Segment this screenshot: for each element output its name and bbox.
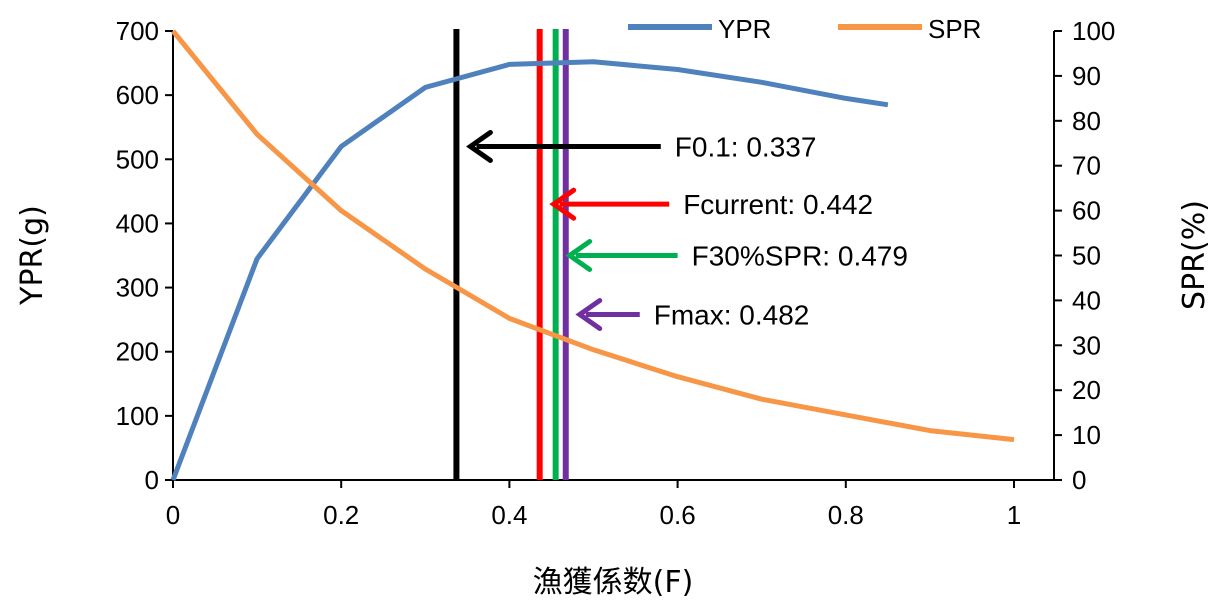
series-line-ypr	[170, 59, 889, 481]
label-f30-spr: F30%SPR: 0.479	[692, 241, 908, 272]
left-y-ticks: 0 100 200 300 400 500 600 700	[116, 16, 173, 495]
legend-ypr-label: YPR	[718, 14, 771, 44]
y2-tick-label: 30	[1072, 330, 1101, 360]
y2-tick-label: 90	[1072, 61, 1101, 91]
legend: YPR SPR	[628, 14, 981, 44]
y-tick-label: 700	[116, 16, 159, 46]
y2-tick-label: 20	[1072, 375, 1101, 405]
y2-tick-label: 40	[1072, 285, 1101, 315]
legend-spr-label: SPR	[928, 14, 981, 44]
y-tick-label: 0	[145, 465, 159, 495]
y-tick-label: 400	[116, 208, 159, 238]
label-fmax: Fmax: 0.482	[654, 300, 810, 331]
x-tick-label: 0.8	[828, 500, 864, 530]
x-tick-label: 0.4	[491, 500, 527, 530]
y-tick-label: 500	[116, 144, 159, 174]
y2-tick-label: 80	[1072, 106, 1101, 136]
y-tick-label: 200	[116, 337, 159, 367]
y2-axis-label: SPR(%)	[1177, 200, 1212, 310]
y2-tick-label: 100	[1072, 16, 1115, 46]
arrowhead-fcurrent	[549, 187, 577, 221]
arrowhead-fmax	[575, 298, 603, 332]
x-tick-label: 0.6	[660, 500, 696, 530]
series-lines	[170, 29, 1015, 481]
y2-tick-label: 10	[1072, 420, 1101, 450]
arrowhead-f30-spr	[565, 239, 593, 272]
arrowhead-f0-1	[466, 129, 493, 163]
x-tick-label: 1	[1007, 500, 1021, 530]
reference-lines	[453, 29, 569, 480]
y2-tick-label: 70	[1072, 151, 1101, 181]
x-tick-label: 0.2	[323, 500, 359, 530]
x-axis-label: 漁獲係数(F)	[533, 565, 694, 600]
series-line-spr	[171, 29, 1015, 443]
y2-tick-label: 60	[1072, 196, 1101, 226]
y2-tick-label: 0	[1072, 465, 1086, 495]
y-tick-label: 600	[116, 80, 159, 110]
y-axis-label: YPR(g)	[15, 205, 50, 306]
reference-annotations: F0.1: 0.337 Fcurrent: 0.442 F30%SPR: 0.479…	[466, 129, 908, 332]
right-y-ticks: 0 10 20 30 40 50 60 70 80 90 100	[1054, 16, 1115, 495]
label-f0-1: F0.1: 0.337	[675, 131, 817, 162]
x-tick-label: 0	[166, 500, 180, 530]
y-tick-label: 100	[116, 401, 159, 431]
x-ticks: 0 0.2 0.4 0.6 0.8 1	[166, 480, 1021, 530]
y-tick-label: 300	[116, 273, 159, 303]
label-fcurrent: Fcurrent: 0.442	[683, 189, 873, 220]
y2-tick-label: 50	[1072, 241, 1101, 271]
